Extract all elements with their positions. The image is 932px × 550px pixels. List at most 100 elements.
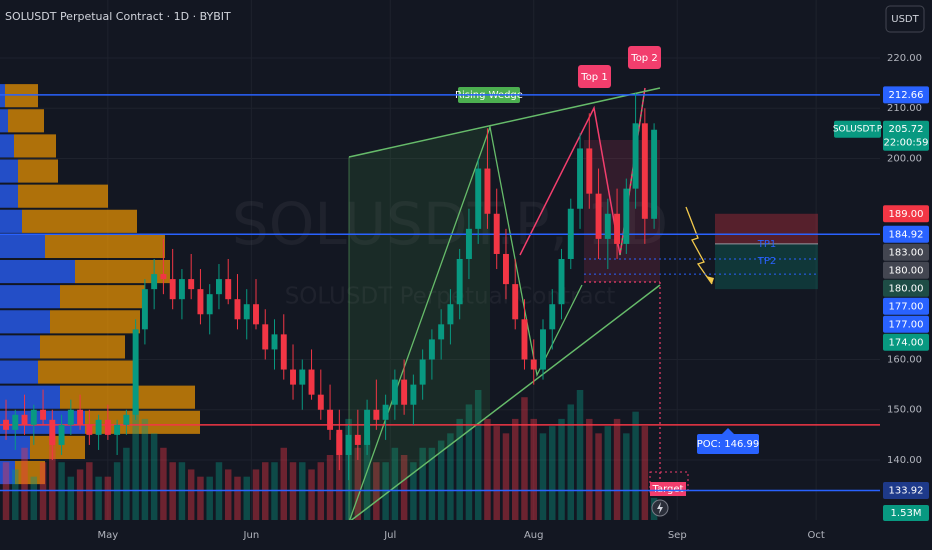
x-tick-label: May: [98, 530, 119, 541]
target-label: Target: [652, 484, 684, 495]
volume-bar: [511, 418, 519, 520]
profile-buy: [0, 184, 18, 208]
candle-body: [58, 424, 65, 445]
price-label: 133.92: [889, 486, 924, 497]
price-label-box: [883, 86, 929, 104]
candle-body: [503, 253, 509, 285]
candle-body: [169, 279, 176, 300]
poc-label: POC: 146.99: [697, 439, 759, 450]
profile-buy: [0, 285, 60, 309]
profile-sell: [22, 209, 137, 233]
candle-body: [438, 324, 445, 340]
volume-bar: [613, 418, 621, 520]
x-tick-label: Sep: [668, 530, 687, 541]
candle-body: [419, 359, 426, 385]
axes: 140.00 150.00 160.00 200.00 210.00 220.00 May J…: [98, 53, 929, 541]
chart-title: SOLUSDT Perpetual Contract · 1D · BYBIT: [5, 10, 231, 23]
candle-body: [493, 213, 500, 254]
projection-arrow: [685, 206, 713, 285]
price-label: 177.00: [889, 301, 924, 312]
volume-bar: [623, 433, 630, 520]
candle-body: [197, 289, 204, 315]
candle-body: [67, 409, 74, 425]
profile-sell: [75, 259, 170, 284]
currency-button[interactable]: [885, 5, 925, 33]
top-zone: [584, 140, 660, 282]
candle-body: [160, 274, 167, 280]
profile-buy: [0, 234, 45, 258]
volume-bar: [558, 418, 565, 520]
x-tick-label: Aug: [524, 530, 544, 541]
candle-body: [401, 379, 408, 405]
candle-body: [225, 279, 232, 300]
volume-bar: [187, 469, 195, 520]
candle-body: [317, 394, 324, 410]
wedge-lower: [348, 284, 661, 523]
price-label: 212.66: [889, 90, 924, 101]
double-top-path: [519, 87, 646, 256]
candles: [3, 93, 658, 481]
candle-body: [253, 304, 259, 325]
volume-bar: [493, 426, 500, 520]
volume-bar: [160, 447, 167, 520]
candle-body: [49, 419, 56, 445]
candle-body: [530, 359, 537, 370]
volume-bar: [280, 447, 288, 520]
profile-sell: [18, 159, 58, 183]
candle-body: [540, 329, 546, 370]
price-label-box: [883, 279, 929, 297]
volume-bar: [400, 455, 408, 520]
volume-bar: [354, 447, 362, 520]
volume-bar: [76, 469, 84, 520]
candle-body: [30, 409, 37, 425]
volume-bar: [363, 440, 371, 520]
volume-bars: [2, 390, 658, 520]
volume-bar: [224, 469, 232, 520]
volume-bar: [502, 433, 510, 520]
candle-body: [558, 258, 565, 305]
profile-sell: [15, 461, 45, 485]
watermark: SOLUSDT.P, 1D: [232, 190, 668, 258]
profile-buy: [0, 335, 40, 359]
price-label-box: [883, 315, 929, 333]
profile-buy: [0, 134, 14, 158]
target-zone: [715, 243, 818, 290]
poc-pointer: [722, 428, 734, 434]
candle-body: [290, 369, 296, 385]
candle-body: [327, 409, 334, 430]
wedge-upper: [348, 87, 661, 158]
candle-body: [104, 419, 111, 435]
x-axis-band: [0, 520, 932, 550]
candle-body: [308, 369, 315, 395]
candle-body: [12, 414, 19, 430]
y-tick-label: 150.00: [887, 405, 922, 416]
volume-bar: [49, 433, 56, 520]
countdown: 22:00:59: [884, 138, 929, 149]
candle-body: [567, 208, 574, 259]
volume-bar: [30, 476, 38, 520]
y-tick-label: 160.00: [887, 354, 922, 365]
top1-label: Top 1: [580, 72, 607, 83]
profile-sell: [60, 385, 195, 409]
candle-body: [141, 289, 148, 330]
currency[interactable]: USDT: [891, 14, 919, 25]
candle-body: [178, 279, 185, 300]
candle-body: [586, 148, 593, 194]
profile-sell: [14, 134, 56, 158]
candle-body: [206, 294, 213, 315]
price-label: 180.00: [889, 283, 924, 294]
candle-body: [614, 213, 621, 244]
price-label-box: [883, 333, 929, 351]
candle-body: [577, 148, 583, 209]
y-tick-label: 220.00: [887, 53, 922, 64]
volume-bar: [67, 476, 75, 520]
volume-bar: [595, 433, 602, 520]
candle-body: [623, 188, 630, 244]
x-tick-label: Oct: [807, 530, 824, 541]
profile-buy: [0, 209, 22, 233]
candle-body: [484, 168, 491, 214]
candle-body: [641, 123, 648, 219]
volume-bar: [132, 404, 139, 520]
volume-bar: [549, 426, 556, 520]
